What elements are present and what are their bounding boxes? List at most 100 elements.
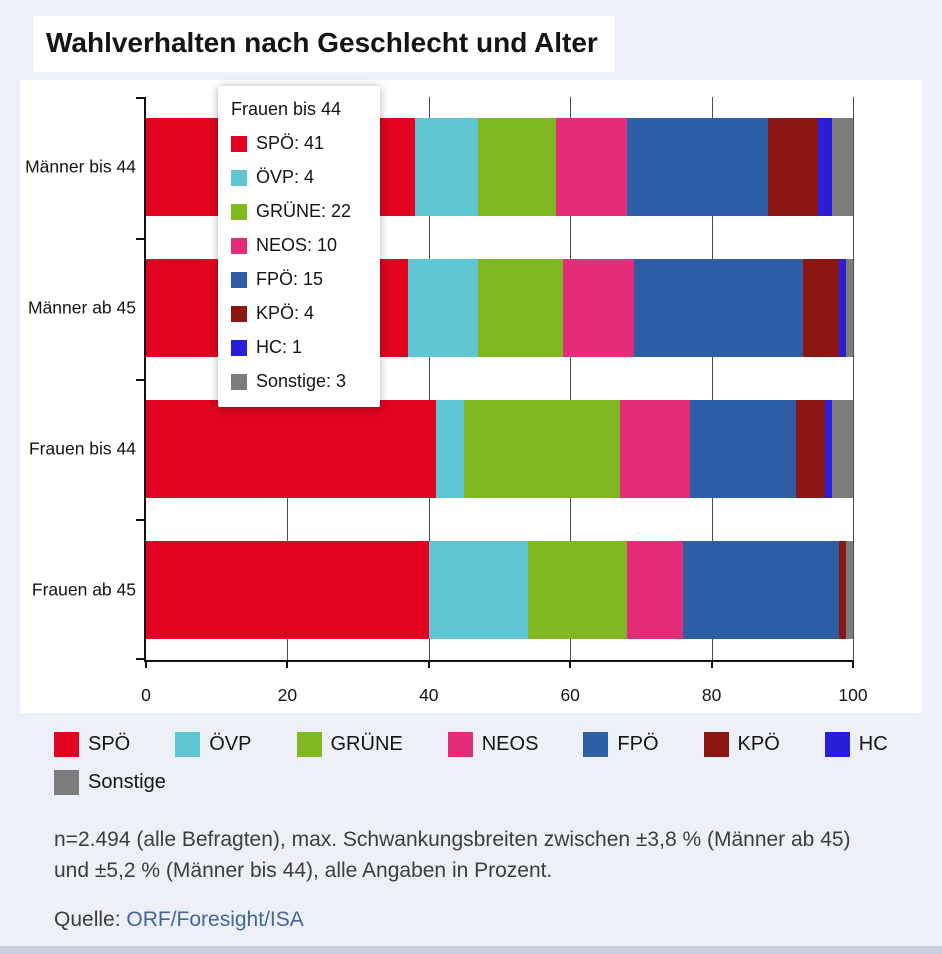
tooltip-swatch-fpoe (231, 271, 247, 288)
bar-segment-maenner-ab-45-kpoe[interactable] (803, 259, 839, 357)
footnote: n=2.494 (alle Befragten), max. Schwankun… (54, 828, 851, 882)
bar-segment-frauen-bis-44-fpoe[interactable] (690, 400, 797, 498)
y-tick-mark-4 (136, 658, 144, 660)
bar-segment-maenner-ab-45-hc[interactable] (838, 259, 846, 357)
legend-item-sonstige[interactable]: Sonstige (54, 770, 166, 795)
category-label-frauen-bis-44: Frauen bis 44 (28, 438, 136, 459)
tooltip-item-text-neos: NEOS: 10 (256, 235, 338, 255)
tooltip-item-spoe: SPÖ: 41 (231, 133, 368, 154)
bar-segment-frauen-bis-44-gruene[interactable] (464, 400, 620, 498)
bar-segment-maenner-bis-44-hc[interactable] (817, 118, 832, 216)
bar-segment-maenner-ab-45-oevp[interactable] (407, 259, 479, 357)
legend-item-oevp[interactable]: ÖVP (175, 732, 252, 757)
legend-item-neos[interactable]: NEOS (447, 732, 539, 757)
legend-item-fpoe[interactable]: FPÖ (583, 732, 659, 757)
x-tick-label-40: 40 (419, 685, 439, 705)
chart-panel: 0 20 40 60 80 100 Männer bis 44 Männer ab 45 Fra… (20, 80, 922, 713)
bar-segment-maenner-bis-44-sonstige[interactable] (831, 118, 853, 216)
bar-segment-frauen-ab-45-sonstige[interactable] (845, 541, 853, 639)
x-tick-mark-40 (427, 662, 430, 668)
tooltip-item-text-kpoe: KPÖ: 4 (256, 303, 315, 323)
bar-segment-frauen-bis-44-neos[interactable] (619, 400, 691, 498)
bar-segment-frauen-ab-45-neos[interactable] (626, 541, 684, 639)
legend-label-fpoe: FPÖ (617, 733, 659, 755)
tooltip-item-text-gruene: GRÜNE: 22 (256, 201, 352, 221)
legend-label-hc: HC (858, 733, 888, 755)
tooltip-items: SPÖ: 41 ÖVP: 4 GRÜNE: 22 NEOS: 10 FPÖ: 15 KPÖ… (231, 133, 368, 392)
gridline-100 (853, 97, 854, 660)
legend-swatch-kpoe (703, 732, 729, 757)
bar-segment-maenner-ab-45-fpoe[interactable] (633, 259, 804, 357)
legend-item-hc[interactable]: HC (824, 732, 888, 757)
tooltip-item-text-hc: HC: 1 (256, 337, 303, 357)
y-tick-mark-3 (136, 519, 144, 521)
x-tick-mark-100 (852, 662, 854, 668)
bar-segment-maenner-ab-45-sonstige[interactable] (845, 259, 853, 357)
source-line: Quelle: ORF/Foresight/ISA (54, 908, 304, 932)
tooltip-swatch-hc (231, 339, 247, 356)
bar-segment-frauen-ab-45-fpoe[interactable] (683, 541, 839, 639)
legend-item-kpoe[interactable]: KPÖ (703, 732, 780, 757)
category-label-frauen-ab-45: Frauen ab 45 (31, 579, 136, 600)
legend-swatch-gruene (296, 732, 322, 757)
legend-label-oevp: ÖVP (209, 733, 252, 755)
bar-segment-frauen-ab-45-oevp[interactable] (428, 541, 528, 639)
x-tick-mark-20 (286, 662, 289, 668)
y-tick-mark-1 (136, 238, 144, 240)
tooltip-swatch-oevp (231, 169, 247, 186)
bar-segment-maenner-bis-44-gruene[interactable] (478, 118, 557, 216)
legend-label-neos: NEOS (481, 733, 539, 755)
x-axis (144, 660, 854, 662)
bar-segment-frauen-bis-44-kpoe[interactable] (796, 400, 825, 498)
bar-segment-maenner-bis-44-fpoe[interactable] (626, 118, 769, 216)
tooltip-item-sonstige: Sonstige: 3 (231, 371, 368, 392)
tooltip-item-text-spoe: SPÖ: 41 (256, 133, 325, 153)
gridline-60 (570, 97, 572, 660)
tooltip-item-text-oevp: ÖVP: 4 (256, 167, 315, 187)
chart-title-box: Wahlverhalten nach Geschlecht und Alter (33, 16, 615, 72)
bar-segment-maenner-bis-44-neos[interactable] (556, 118, 627, 216)
tooltip-swatch-gruene (231, 203, 247, 220)
category-label-maenner-ab-45: Männer ab 45 (28, 297, 136, 318)
tooltip-item-neos: NEOS: 10 (231, 235, 368, 256)
tooltip-swatch-sonstige (231, 373, 247, 390)
legend-swatch-fpoe (583, 732, 609, 757)
x-tick-label-20: 20 (277, 685, 298, 705)
tooltip-item-text-fpoe: FPÖ: 15 (256, 269, 324, 289)
tooltip-item-oevp: ÖVP: 4 (231, 167, 368, 188)
bar-segment-maenner-ab-45-gruene[interactable] (478, 259, 564, 357)
bar-segment-frauen-bis-44-spoe[interactable] (146, 400, 436, 498)
bar-segment-maenner-bis-44-kpoe[interactable] (768, 118, 818, 216)
bar-segment-frauen-bis-44-oevp[interactable] (435, 400, 465, 498)
bar-segment-frauen-ab-45-kpoe[interactable] (838, 541, 846, 639)
x-tick-label-60: 60 (560, 685, 580, 705)
legend-item-gruene[interactable]: GRÜNE (296, 732, 403, 757)
tooltip-title: Frauen bis 44 (231, 99, 342, 119)
bar-segment-maenner-ab-45-neos[interactable] (563, 259, 634, 357)
source-prefix: Quelle: (54, 908, 127, 931)
gridline-80 (711, 97, 713, 660)
tooltip: Frauen bis 44 SPÖ: 41 ÖVP: 4 GRÜNE: 22 NEOS… (218, 86, 380, 407)
tooltip-item-kpoe: KPÖ: 4 (231, 303, 368, 324)
x-tick-label-0: 0 (141, 685, 151, 705)
legend-label-spoe: SPÖ (88, 733, 131, 755)
legend-swatch-oevp (175, 732, 201, 757)
legend: SPÖ ÖVP GRÜNE NEOS FPÖ KPÖ HC Sonstige (54, 732, 914, 795)
tooltip-item-gruene: GRÜNE: 22 (231, 201, 368, 222)
page-title: Wahlverhalten nach Geschlecht und Alter (46, 27, 598, 58)
legend-item-spoe[interactable]: SPÖ (54, 732, 130, 757)
bar-segment-frauen-ab-45-gruene[interactable] (527, 541, 627, 639)
legend-label-kpoe: KPÖ (737, 733, 780, 755)
bar-segment-frauen-ab-45-spoe[interactable] (146, 541, 429, 639)
bar-segment-frauen-bis-44-sonstige[interactable] (831, 400, 853, 498)
legend-label-gruene: GRÜNE (330, 733, 403, 755)
tooltip-item-fpoe: FPÖ: 15 (231, 269, 368, 290)
x-tick-mark-80 (710, 662, 713, 668)
source-link[interactable]: ORF/Foresight/ISA (126, 908, 304, 931)
horizontal-scrollbar-track[interactable] (0, 946, 942, 954)
y-axis (144, 97, 146, 662)
bar-segment-maenner-bis-44-oevp[interactable] (414, 118, 479, 216)
tooltip-swatch-spoe (231, 135, 247, 152)
bar-segment-frauen-bis-44-hc[interactable] (824, 400, 832, 498)
